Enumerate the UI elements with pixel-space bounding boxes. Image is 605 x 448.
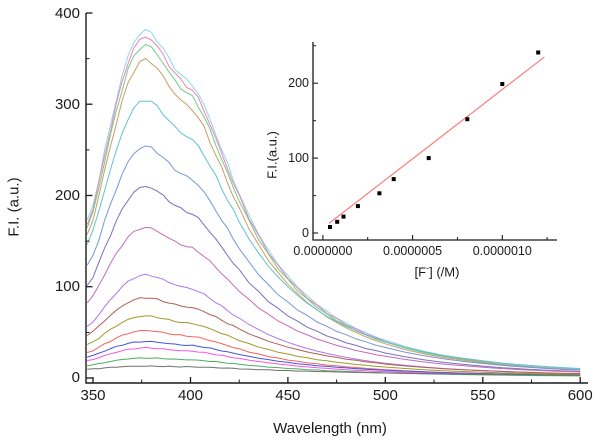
inset-x-tick-label: 0.0000010: [472, 244, 532, 258]
main-x-tick-label: 350: [80, 387, 106, 404]
inset-data-point: [335, 219, 340, 224]
main-x-tick-label: 550: [470, 387, 496, 404]
inset-data-point: [328, 225, 332, 229]
inset-data-point: [500, 82, 505, 86]
inset-y-tick-label: 0: [302, 226, 309, 241]
inset-data-point: [536, 50, 541, 55]
spectrum-14-curve: [87, 346, 581, 377]
inset-data-point: [377, 191, 382, 196]
inset-data-point: [465, 117, 470, 122]
main-x-tick-label: 500: [372, 387, 398, 404]
main-x-tick-label: 600: [567, 387, 593, 404]
spectrum-16-curve: [87, 365, 581, 376]
inset-x-tick-label: 0.0000000: [293, 244, 353, 258]
spectrum-6-curve: [86, 145, 581, 371]
inset-data-point: [341, 214, 346, 219]
inset-data-point: [355, 204, 360, 209]
spectrum-1-curve: [86, 28, 581, 370]
main-axes: [85, 13, 588, 384]
inset-y-tick-label: 100: [288, 151, 309, 166]
spectrum-3-curve: [86, 43, 581, 371]
main-y-tick-label: 0: [71, 369, 80, 387]
inset-x-axis-title: [F-] (/M): [415, 263, 460, 279]
inset-axes: [312, 42, 557, 241]
inset-data-point: [391, 177, 396, 182]
main-y-tick-label: 200: [54, 186, 80, 204]
inset-x-tick-label: 0.0000005: [383, 244, 443, 258]
main-x-tick-label: 450: [275, 387, 301, 404]
inset-x-title-unit: ] (/M): [429, 264, 460, 280]
spectrum-4-curve: [86, 57, 581, 371]
main-y-tick-label: 300: [54, 95, 80, 113]
spectrum-7-curve: [86, 185, 581, 372]
inset-x-title-superscript: -: [426, 263, 430, 273]
spectrum-13-curve: [87, 340, 581, 376]
main-y-tick-label: 100: [54, 278, 80, 296]
main-y-axis-title: F.I. (a.u.): [5, 177, 23, 237]
spectrum-11-curve: [86, 315, 581, 375]
spectrum-10-curve: [86, 297, 581, 375]
spectrum-5-curve: [86, 100, 581, 369]
inset-y-tick-label: 200: [288, 76, 309, 91]
inset-data-point: [426, 156, 431, 161]
spectrum-8-curve: [86, 226, 581, 373]
inset-x-title-base: [F: [414, 264, 427, 280]
main-y-tick-label: 400: [54, 4, 80, 22]
inset-linear-fit-line: [328, 56, 545, 224]
main-x-tick-label: 400: [177, 387, 203, 404]
main-x-axis-title: Wavelength (nm): [273, 420, 387, 437]
